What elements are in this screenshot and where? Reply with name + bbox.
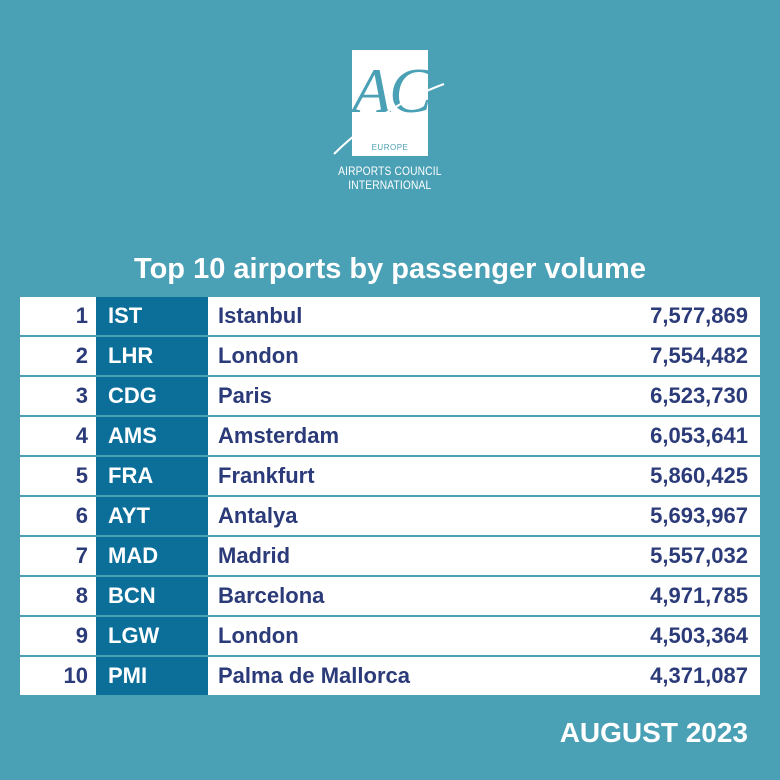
passengers-cell: 4,971,785	[650, 583, 748, 608]
passengers-cell: 7,577,869	[650, 303, 748, 328]
city-cell: London	[218, 343, 299, 368]
passengers-cell: 5,860,425	[650, 463, 748, 488]
aci-logo: ACI EUROPE AIRPORTS COUNCIL INTERNATIONA…	[0, 50, 780, 192]
city-cell: London	[218, 623, 299, 648]
airport-code-cell: PMI	[96, 657, 208, 695]
airport-code-cell: CDG	[96, 377, 208, 415]
rank-cell: 2	[75, 343, 88, 368]
rank-cell: 6	[75, 503, 88, 528]
aci-logo-line2: INTERNATIONAL	[348, 178, 432, 192]
passengers-cell: 6,523,730	[650, 383, 748, 408]
table-row: 7 MAD Madrid 5,557,032	[20, 537, 760, 575]
airport-code-cell: FRA	[96, 457, 208, 495]
table-row: 2 LHR London 7,554,482	[20, 337, 760, 375]
passengers-cell: 6,053,641	[650, 423, 748, 448]
rank-cell: 1	[75, 303, 88, 328]
rank-cell: 9	[75, 623, 88, 648]
passengers-cell: 4,503,364	[650, 623, 748, 648]
aci-logo-line1: AIRPORTS COUNCIL	[338, 164, 442, 178]
table-row: 10 PMI Palma de Mallorca 4,371,087	[20, 657, 760, 695]
aci-logo-region: EUROPE	[371, 143, 409, 152]
table-row: 5 FRA Frankfurt 5,860,425	[20, 457, 760, 495]
city-cell: Palma de Mallorca	[218, 663, 410, 688]
table-row: 6 AYT Antalya 5,693,967	[20, 497, 760, 535]
rank-cell: 7	[75, 543, 88, 568]
city-cell: Madrid	[218, 543, 291, 568]
airport-ranking-table: 1 IST Istanbul 7,577,869 2 LHR London 7,554,482…	[20, 297, 760, 697]
city-cell: Antalya	[218, 503, 298, 528]
table-row: 9 LGW London 4,503,364	[20, 617, 760, 655]
passengers-cell: 5,693,967	[650, 503, 748, 528]
period-label: AUGUST 2023	[559, 717, 748, 748]
airport-code-cell: IST	[96, 297, 208, 335]
city-cell: Frankfurt	[218, 463, 315, 488]
passengers-cell: 7,554,482	[650, 343, 748, 368]
city-cell: Amsterdam	[218, 423, 340, 448]
airport-code-cell: BCN	[96, 577, 208, 615]
table-row: 8 BCN Barcelona 4,971,785	[20, 577, 760, 615]
table-row: 4 AMS Amsterdam 6,053,641	[20, 417, 760, 455]
city-cell: Barcelona	[218, 583, 325, 608]
rank-cell: 5	[75, 463, 88, 488]
airport-code-cell: LHR	[96, 337, 208, 375]
rank-cell: 3	[75, 383, 88, 408]
airport-code-cell: AYT	[96, 497, 208, 535]
table-row: 1 IST Istanbul 7,577,869	[20, 297, 760, 335]
city-cell: Paris	[218, 383, 272, 408]
passengers-cell: 5,557,032	[650, 543, 748, 568]
table-row: 3 CDG Paris 6,523,730	[20, 377, 760, 415]
passengers-cell: 4,371,087	[650, 663, 748, 688]
rank-cell: 8	[75, 583, 88, 608]
aci-logo-text: AIRPORTS COUNCIL INTERNATIONAL	[338, 164, 441, 192]
airport-code-cell: MAD	[96, 537, 208, 575]
page-title: Top 10 airports by passenger volume	[134, 253, 646, 285]
rank-cell: 10	[63, 663, 88, 688]
airport-code-cell: LGW	[96, 617, 208, 655]
city-cell: Istanbul	[218, 303, 303, 328]
airport-code-cell: AMS	[96, 417, 208, 455]
rank-cell: 4	[75, 423, 88, 448]
logo-swoosh-icon	[333, 83, 445, 155]
